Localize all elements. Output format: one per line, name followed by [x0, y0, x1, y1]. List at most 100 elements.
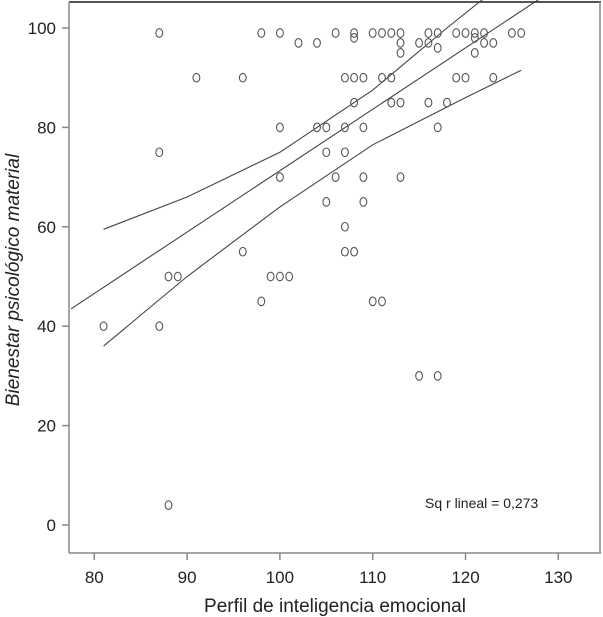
data-point	[164, 500, 173, 510]
data-point	[433, 28, 442, 38]
data-point	[378, 72, 386, 83]
data-point	[322, 197, 331, 207]
data-point	[275, 271, 284, 282]
data-point	[331, 28, 340, 38]
data-point	[257, 296, 266, 307]
data-point	[99, 321, 108, 332]
data-point	[480, 38, 489, 48]
data-point	[340, 147, 349, 158]
data-point	[415, 38, 424, 48]
data-point	[378, 296, 386, 307]
data-point	[155, 321, 164, 332]
y-axis-title: Bienestar psicológico material	[3, 153, 24, 406]
data-point	[322, 147, 331, 158]
data-point	[470, 48, 479, 58]
data-point	[275, 122, 284, 133]
y-ticks: 0 20 40 60 80 100	[28, 19, 69, 535]
x-ticks: 80 90 100 110 120 130	[85, 553, 572, 587]
data-point	[238, 246, 247, 257]
data-point	[368, 296, 377, 307]
data-point	[257, 28, 266, 38]
data-point	[396, 48, 405, 58]
data-point	[480, 28, 489, 38]
ci-lower-line	[103, 69, 522, 347]
data-point	[387, 28, 396, 38]
data-point	[396, 97, 405, 108]
data-points	[99, 28, 526, 510]
data-point	[359, 197, 368, 207]
data-point	[340, 72, 349, 83]
y-tick-label: 80	[37, 118, 56, 137]
data-point	[415, 371, 424, 381]
data-point	[507, 28, 516, 38]
x-tick-label: 120	[451, 568, 479, 587]
data-point	[359, 172, 368, 182]
plot-frame	[68, 1, 601, 554]
data-point	[340, 246, 349, 257]
regression-lines	[70, 0, 539, 347]
data-point	[173, 271, 182, 282]
x-tick-label: 130	[544, 568, 572, 587]
data-point	[424, 97, 433, 108]
data-point	[424, 38, 433, 48]
y-tick-label: 0	[47, 516, 56, 535]
r-squared-annotation: Sq r lineal = 0,273	[425, 495, 538, 511]
x-axis-title: Perfil de inteligencia emocional	[204, 596, 466, 617]
data-point	[322, 122, 331, 133]
data-point	[433, 122, 442, 133]
data-point	[368, 28, 377, 38]
data-point	[359, 72, 368, 83]
data-point	[470, 28, 479, 38]
y-tick-label: 60	[37, 218, 56, 237]
data-point	[489, 72, 498, 83]
ci-upper-line	[103, 0, 483, 230]
y-tick-label: 40	[37, 317, 56, 336]
data-point	[350, 246, 359, 257]
data-point	[470, 33, 479, 43]
data-point	[461, 72, 470, 83]
data-point	[340, 122, 349, 133]
data-point	[461, 28, 470, 38]
fit-line	[70, 0, 539, 310]
data-point	[238, 72, 247, 83]
data-point	[331, 172, 340, 182]
y-tick-label: 100	[28, 19, 56, 38]
x-tick-label: 90	[178, 568, 197, 587]
data-point	[396, 28, 405, 38]
x-tick-label: 100	[266, 568, 294, 587]
data-point	[313, 122, 321, 133]
data-point	[285, 271, 294, 282]
data-point	[350, 72, 359, 83]
data-point	[396, 172, 405, 182]
data-point	[350, 28, 359, 38]
data-point	[433, 43, 442, 53]
data-point	[387, 72, 396, 83]
data-point	[452, 28, 461, 38]
data-point	[378, 28, 386, 38]
data-point	[294, 38, 303, 48]
data-point	[350, 97, 359, 108]
data-point	[340, 221, 349, 232]
data-point	[164, 271, 173, 282]
data-point	[192, 72, 201, 83]
data-point	[452, 72, 461, 83]
data-point	[433, 371, 442, 381]
data-point	[424, 28, 433, 38]
data-point	[350, 33, 359, 43]
data-point	[275, 28, 284, 38]
data-point	[517, 28, 526, 38]
data-point	[313, 38, 321, 48]
data-point	[489, 38, 498, 48]
data-point	[359, 122, 368, 133]
data-point	[155, 28, 164, 38]
y-tick-label: 20	[37, 417, 56, 436]
x-tick-label: 110	[359, 568, 386, 587]
data-point	[396, 38, 405, 48]
data-point	[155, 147, 164, 158]
data-point	[442, 97, 451, 108]
data-point	[275, 172, 284, 182]
x-tick-label: 80	[85, 568, 104, 587]
data-point	[266, 271, 275, 282]
data-point	[387, 97, 396, 108]
